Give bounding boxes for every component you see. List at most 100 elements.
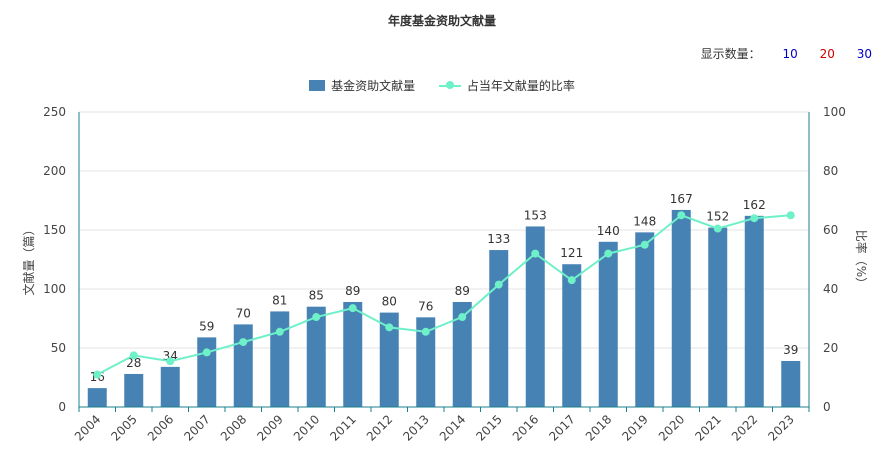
x-tick-label: 2021 xyxy=(692,412,723,443)
ratio-point xyxy=(348,304,357,313)
y-tick-label: 150 xyxy=(43,223,66,237)
legend-bar-swatch xyxy=(309,80,326,91)
bar xyxy=(598,241,618,407)
ratio-point xyxy=(604,249,613,258)
ratio-point xyxy=(640,240,649,249)
bar xyxy=(87,388,107,407)
y-tick-label: 0 xyxy=(58,400,66,414)
ratio-point xyxy=(567,276,576,285)
bar-value-label: 76 xyxy=(418,299,433,313)
ratio-point xyxy=(421,327,430,336)
y2-tick-label: 0 xyxy=(823,400,831,414)
x-tick-label: 2020 xyxy=(656,412,687,443)
bar xyxy=(635,232,655,407)
ratio-point xyxy=(93,370,102,379)
x-tick-label: 2004 xyxy=(72,412,103,443)
bar-value-label: 81 xyxy=(272,293,287,307)
y2-tick-label: 100 xyxy=(823,105,846,119)
ratio-line xyxy=(96,214,791,376)
bar xyxy=(525,226,545,407)
chart-legend: 基金资助文献量 占当年文献量的比率 xyxy=(0,77,884,94)
bar xyxy=(489,250,509,407)
y2-axis-title: 比率（%） xyxy=(854,230,869,289)
bar xyxy=(124,373,144,407)
bar xyxy=(197,337,217,407)
bar xyxy=(306,306,326,407)
bar xyxy=(160,366,180,407)
bar-value-label: 28 xyxy=(126,356,141,370)
bar-value-label: 148 xyxy=(633,214,656,228)
y-tick-label: 50 xyxy=(51,341,66,355)
x-tick-label: 2010 xyxy=(291,412,322,443)
bar xyxy=(270,311,290,407)
y-tick-label: 100 xyxy=(43,282,66,296)
x-tick-label: 2007 xyxy=(181,412,212,443)
x-tick-label: 2019 xyxy=(619,412,650,443)
ratio-point xyxy=(129,351,138,360)
chart-title: 年度基金资助文献量 xyxy=(387,14,496,28)
ratio-point xyxy=(275,327,284,336)
ratio-point xyxy=(531,249,540,258)
bar-value-label: 153 xyxy=(524,208,547,222)
ratio-point xyxy=(750,214,759,223)
bar xyxy=(416,317,436,407)
display-count-option-30[interactable]: 30 xyxy=(856,47,872,61)
bar-value-label: 89 xyxy=(345,284,360,298)
bar xyxy=(452,301,472,407)
x-tick-label: 2017 xyxy=(546,412,577,443)
bar xyxy=(379,312,399,407)
x-tick-label: 2016 xyxy=(510,412,541,443)
x-tick-label: 2018 xyxy=(583,412,614,443)
ratio-point xyxy=(458,313,467,322)
bar-value-label: 39 xyxy=(783,343,798,357)
y2-tick-label: 80 xyxy=(823,164,838,178)
bar-value-label: 59 xyxy=(199,319,214,333)
bar-value-label: 85 xyxy=(309,289,324,303)
x-tick-label: 2022 xyxy=(729,412,760,443)
x-tick-label: 2015 xyxy=(473,412,504,443)
x-tick-label: 2005 xyxy=(108,412,139,443)
display-count-option-10[interactable]: 10 xyxy=(782,47,798,61)
display-count-control: 显示数量： 10 20 30 xyxy=(701,45,872,62)
display-count-option-20[interactable]: 20 xyxy=(819,47,835,61)
y2-tick-label: 60 xyxy=(823,223,838,237)
bar-value-label: 121 xyxy=(560,246,583,260)
bar-value-label: 133 xyxy=(487,232,510,246)
ratio-point xyxy=(677,211,686,220)
bar xyxy=(708,227,728,407)
x-tick-label: 2013 xyxy=(400,412,431,443)
ratio-point xyxy=(166,357,175,366)
legend-line-label: 占当年文献量的比率 xyxy=(466,79,575,93)
ratio-point xyxy=(239,338,248,347)
ratio-point xyxy=(786,211,795,220)
legend-line-swatch xyxy=(438,80,461,91)
ratio-point xyxy=(494,280,503,289)
y-axis-title: 文献量（篇） xyxy=(21,223,36,295)
bar-value-label: 162 xyxy=(743,198,766,212)
x-tick-label: 2014 xyxy=(437,412,468,443)
bar xyxy=(562,264,582,407)
legend-bar-label: 基金资助文献量 xyxy=(331,79,416,93)
bar-value-label: 80 xyxy=(382,295,397,309)
bar-value-label: 167 xyxy=(670,192,693,206)
ratio-point xyxy=(713,224,722,233)
bar xyxy=(343,301,363,407)
bar-value-label: 140 xyxy=(597,224,620,238)
y-tick-label: 200 xyxy=(43,164,66,178)
bar-value-label: 89 xyxy=(455,284,470,298)
ratio-point xyxy=(202,348,211,357)
y2-tick-label: 40 xyxy=(823,282,838,296)
legend-item-line-series[interactable]: 占当年文献量的比率 xyxy=(438,77,575,94)
bar xyxy=(233,324,253,407)
x-tick-label: 2023 xyxy=(765,412,796,443)
x-tick-label: 2011 xyxy=(327,412,358,443)
x-tick-label: 2006 xyxy=(145,412,176,443)
ratio-point xyxy=(312,313,321,322)
x-tick-label: 2009 xyxy=(254,412,285,443)
bar xyxy=(744,215,764,407)
bar xyxy=(671,209,691,407)
ratio-point xyxy=(385,323,394,332)
y-tick-label: 250 xyxy=(43,105,66,119)
legend-item-bar-series[interactable]: 基金资助文献量 xyxy=(309,77,415,94)
